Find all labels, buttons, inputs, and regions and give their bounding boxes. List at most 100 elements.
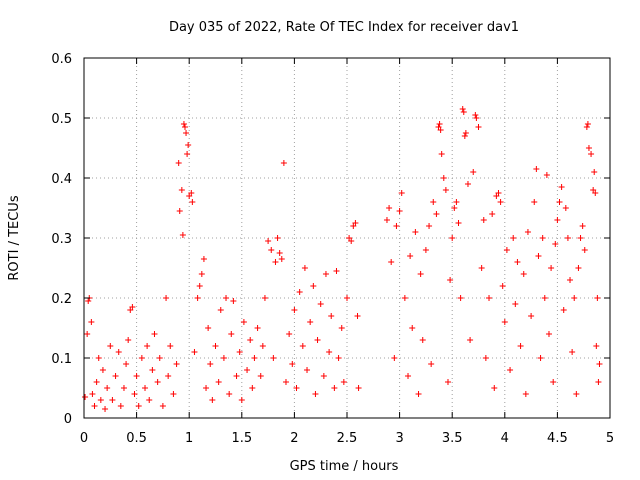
data-point — [223, 295, 230, 301]
data-point — [215, 379, 222, 385]
data-point — [383, 217, 390, 223]
data-point — [156, 355, 163, 361]
data-point — [170, 391, 177, 397]
data-point — [467, 337, 474, 343]
data-point — [188, 190, 195, 196]
data-point — [510, 235, 517, 241]
data-point — [265, 238, 272, 244]
data-point — [85, 298, 92, 304]
data-point — [184, 151, 191, 157]
data-point — [115, 349, 122, 355]
data-point — [489, 211, 496, 217]
data-point — [585, 145, 592, 151]
data-point — [131, 391, 138, 397]
data-point — [533, 166, 540, 172]
data-point — [104, 385, 111, 391]
data-point — [453, 199, 460, 205]
y-axis-label: ROTI / TECUs — [7, 195, 22, 280]
data-point — [548, 265, 555, 271]
data-point — [462, 130, 469, 136]
data-point — [480, 217, 487, 223]
data-point — [409, 325, 416, 331]
data-point — [107, 343, 114, 349]
data-point — [433, 211, 440, 217]
data-point — [581, 247, 588, 253]
data-point — [405, 373, 412, 379]
data-point — [251, 355, 258, 361]
data-point — [236, 349, 243, 355]
data-point — [120, 385, 127, 391]
data-point — [497, 199, 504, 205]
data-point — [478, 265, 485, 271]
data-point — [554, 217, 561, 223]
data-point — [592, 190, 599, 196]
x-axis-label: GPS time / hours — [290, 459, 399, 474]
data-point — [520, 271, 527, 277]
data-point — [588, 151, 595, 157]
data-point — [151, 331, 158, 337]
data-point — [125, 337, 132, 343]
data-point — [175, 160, 182, 166]
data-point — [196, 283, 203, 289]
data-points — [82, 106, 603, 412]
data-point — [84, 331, 91, 337]
data-point — [567, 277, 574, 283]
data-point — [286, 331, 293, 337]
x-tick-label: 2 — [290, 431, 298, 446]
data-point — [486, 295, 493, 301]
data-point — [583, 124, 590, 130]
data-point — [575, 265, 582, 271]
data-point — [240, 319, 247, 325]
data-point — [335, 355, 342, 361]
data-point — [564, 235, 571, 241]
data-point — [386, 205, 393, 211]
data-point — [133, 373, 140, 379]
data-point — [499, 283, 506, 289]
data-point — [270, 355, 277, 361]
data-point — [249, 385, 256, 391]
data-point — [194, 295, 201, 301]
data-point — [541, 295, 548, 301]
axis-ticks: 0 0.5 1 1.5 2 2.5 3 3.5 4 4.5 5 0 0.1 0.2 0.3 0.4 0.5 0.6 — [51, 52, 614, 446]
data-point — [475, 124, 482, 130]
data-point — [217, 307, 224, 313]
data-point — [449, 235, 456, 241]
data-point — [539, 235, 546, 241]
x-tick-label: 3 — [395, 431, 403, 446]
data-point — [268, 247, 275, 253]
data-point — [205, 325, 212, 331]
data-point — [307, 319, 314, 325]
data-point — [426, 223, 433, 229]
data-point — [142, 385, 149, 391]
data-point — [180, 121, 187, 127]
data-point — [460, 109, 467, 115]
data-point — [220, 355, 227, 361]
data-point — [181, 124, 188, 130]
data-point — [173, 361, 180, 367]
data-point — [274, 235, 281, 241]
data-point — [457, 295, 464, 301]
data-point — [257, 373, 264, 379]
data-point — [176, 208, 183, 214]
data-point — [314, 337, 321, 343]
data-point — [417, 271, 424, 277]
data-point — [593, 343, 600, 349]
y-tick-label: 0.6 — [51, 52, 72, 67]
data-point — [331, 385, 338, 391]
x-tick-label: 1 — [185, 431, 193, 446]
data-point — [189, 199, 196, 205]
data-point — [393, 223, 400, 229]
data-point — [442, 187, 449, 193]
y-tick-label: 0.3 — [51, 232, 72, 247]
data-point — [507, 367, 514, 373]
data-point — [198, 271, 205, 277]
data-point — [230, 298, 237, 304]
x-tick-label: 1.5 — [231, 431, 252, 446]
data-point — [573, 391, 580, 397]
data-point — [428, 361, 435, 367]
data-point — [82, 394, 89, 400]
data-point — [228, 331, 235, 337]
data-point — [88, 319, 95, 325]
data-point — [209, 397, 216, 403]
